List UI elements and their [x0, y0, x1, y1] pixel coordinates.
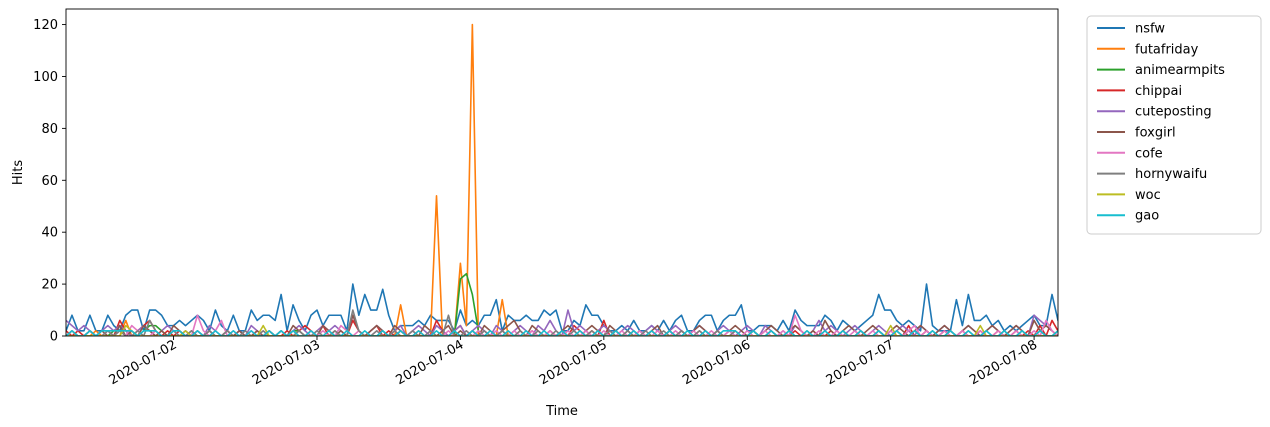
y-tick-label: 20	[41, 278, 58, 293]
y-axis-label: Hits	[11, 160, 26, 185]
series-line-gao	[66, 330, 1058, 336]
x-axis: 2020-07-02 2020-07-03 2020-07-04 2020-07-05…	[107, 336, 1040, 388]
x-tick-label: 2020-07-07	[824, 337, 897, 388]
legend-label-hornywaifu: hornywaifu	[1135, 167, 1207, 182]
y-tick-label: 0	[50, 330, 58, 345]
y-tick-label: 80	[41, 122, 58, 137]
x-tick-label: 2020-07-08	[967, 337, 1040, 388]
x-tick-label: 2020-07-04	[393, 337, 466, 388]
plot-frame	[65, 8, 1059, 337]
x-tick-label: 2020-07-05	[537, 337, 610, 388]
x-axis-label: Time	[545, 404, 578, 419]
y-tick-label: 60	[41, 174, 58, 189]
legend: nsfw futafriday animearmpits chippai cutepos…	[1086, 15, 1262, 235]
series-line-nsfw	[66, 283, 1058, 332]
x-tick-label: 2020-07-02	[107, 337, 180, 388]
legend-label-gao: gao	[1135, 209, 1159, 224]
series-line-futafriday	[66, 23, 1058, 336]
x-tick-label: 2020-07-06	[680, 337, 753, 388]
x-tick-label: 2020-07-03	[250, 337, 323, 388]
legend-label-nsfw: nsfw	[1135, 22, 1165, 37]
legend-label-foxgirl: foxgirl	[1135, 126, 1176, 141]
legend-label-woc: woc	[1135, 188, 1161, 203]
y-tick-label: 100	[33, 70, 58, 85]
legend-label-chippai: chippai	[1135, 84, 1182, 99]
legend-box	[1086, 15, 1262, 235]
plot-lines	[66, 23, 1058, 336]
legend-label-cofe: cofe	[1135, 146, 1163, 161]
legend-label-cuteposting: cuteposting	[1135, 105, 1212, 120]
y-tick-label: 120	[33, 18, 58, 33]
legend-label-animearmpits: animearmpits	[1135, 63, 1225, 78]
y-axis: 0 20 40 60 80 100 120	[33, 18, 66, 345]
y-tick-label: 40	[41, 226, 58, 241]
legend-label-futafriday: futafriday	[1135, 42, 1199, 57]
